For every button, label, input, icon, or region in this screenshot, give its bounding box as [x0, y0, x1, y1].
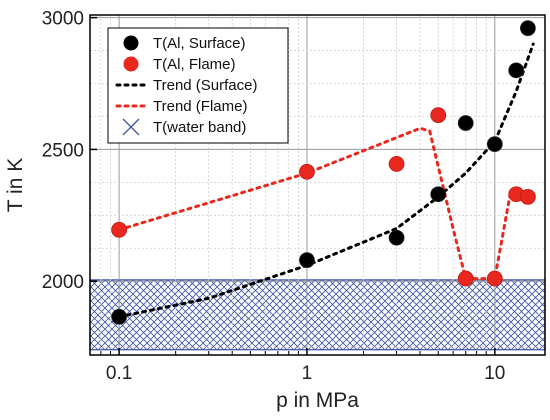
data-point	[388, 229, 405, 246]
legend-marker	[123, 56, 139, 72]
plot-frame	[89, 14, 546, 356]
legend-label: Trend (Flame)	[153, 98, 247, 115]
data-point	[519, 20, 536, 37]
legend-label: Trend (Surface)	[153, 77, 257, 94]
data-point	[486, 270, 503, 287]
water-band	[89, 279, 546, 351]
axis-ticks: 0.1 1 10 2000 2500 3000	[42, 9, 506, 384]
legend: T(Al, Surface) T(Al, Flame) Trend (Surface…	[107, 27, 289, 144]
data-point	[111, 221, 127, 238]
data-point	[430, 107, 447, 124]
data-point	[299, 252, 315, 269]
water-band-area	[89, 279, 546, 351]
legend-label: T(water band)	[153, 119, 246, 136]
trend-line	[117, 126, 530, 281]
x-tick-label: 1	[302, 363, 313, 384]
data-point	[111, 308, 127, 325]
legend-hatch-marker	[122, 118, 140, 136]
legend-marker	[123, 35, 139, 51]
x-axis-title: p in MPa	[276, 389, 359, 412]
data-point	[508, 62, 525, 79]
legend-box	[107, 27, 289, 144]
data-point	[457, 270, 474, 287]
y-axis-title: T in K	[4, 158, 27, 212]
data-point	[299, 163, 315, 180]
legend-label: T(Al, Surface)	[153, 35, 246, 52]
data-point	[388, 156, 405, 172]
x-tick-label: 10	[484, 363, 505, 384]
x-tick-label: 0.1	[106, 363, 132, 384]
data-points	[111, 20, 536, 325]
y-tick-label: 2500	[42, 140, 84, 161]
data-point	[430, 186, 447, 203]
y-tick-label: 3000	[42, 9, 84, 30]
data-point	[457, 115, 474, 131]
data-point	[519, 188, 536, 205]
data-point	[486, 136, 503, 153]
y-tick-label: 2000	[42, 272, 84, 293]
legend-label: T(Al, Flame)	[153, 56, 236, 73]
